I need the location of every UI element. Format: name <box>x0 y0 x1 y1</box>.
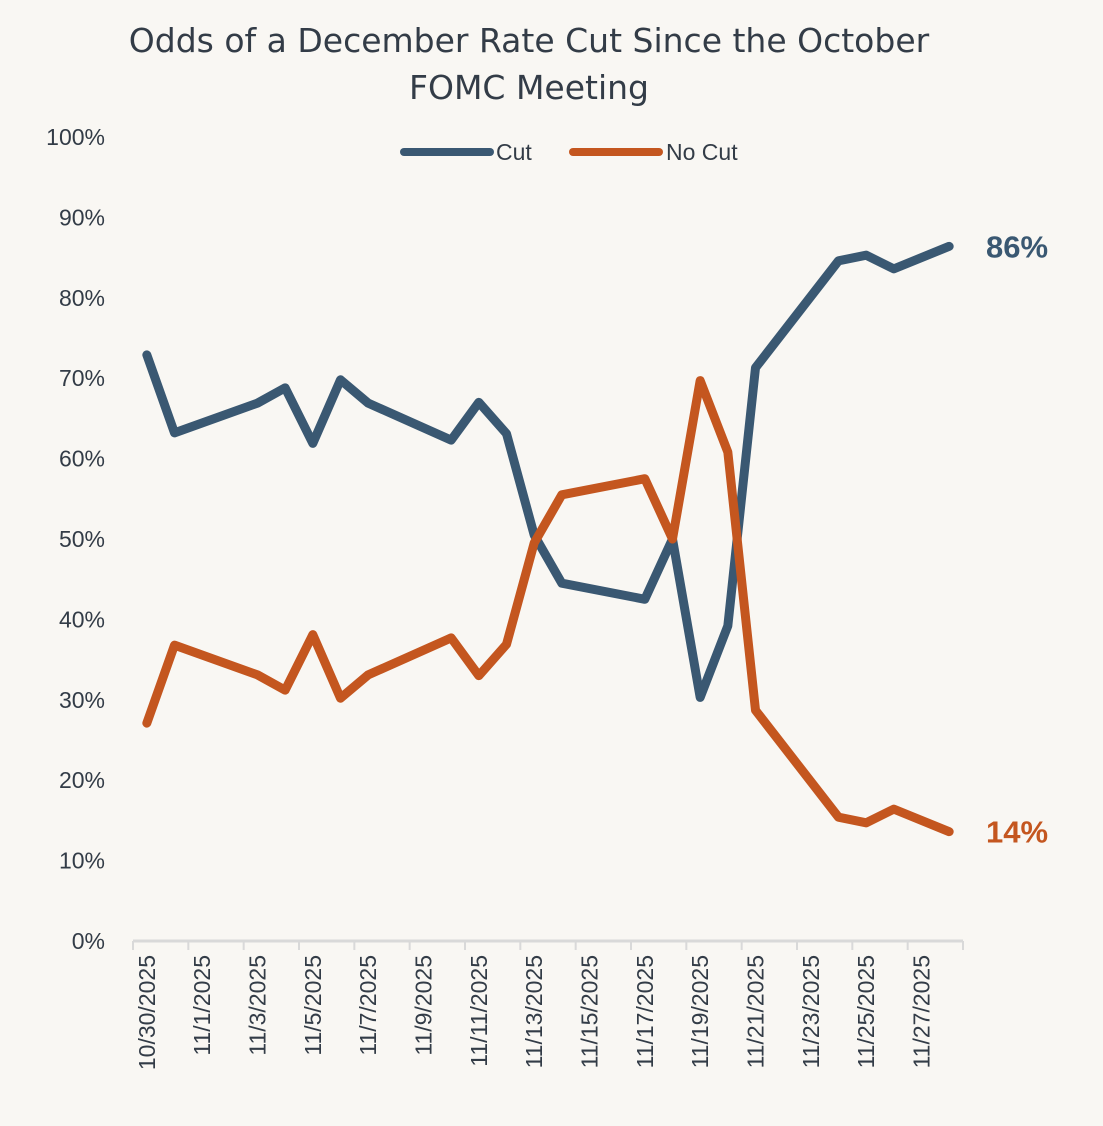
x-axis: 10/30/2025 11/1/2025 11/3/2025 11/5/2025 11/… <box>132 939 964 1070</box>
end-label-no-cut: 14% <box>986 815 1048 850</box>
x-tick-label: 11/11/2025 <box>466 955 492 1067</box>
y-tick-label: 100% <box>46 124 105 150</box>
x-tick-label: 11/15/2025 <box>577 955 603 1068</box>
legend-label-cut: Cut <box>496 139 532 165</box>
x-tick-label: 11/5/2025 <box>300 955 326 1056</box>
series-line-no-cut <box>142 376 954 837</box>
x-tick-label: 11/9/2025 <box>411 955 437 1056</box>
x-tick-label: 11/27/2025 <box>909 955 935 1068</box>
series-line-cut <box>142 241 954 702</box>
y-tick-label: 90% <box>59 204 105 230</box>
legend: Cut No Cut <box>400 139 738 165</box>
x-tick-label: 11/13/2025 <box>521 955 547 1068</box>
plot-area <box>142 241 954 837</box>
x-tick-label: 11/19/2025 <box>687 955 713 1068</box>
x-tick-label: 11/17/2025 <box>632 955 658 1068</box>
y-tick-label: 10% <box>59 848 105 874</box>
y-tick-label: 80% <box>59 285 105 311</box>
y-tick-label: 60% <box>59 446 105 472</box>
x-tick-label: 11/7/2025 <box>355 955 381 1056</box>
chart-title-line-1: Odds of a December Rate Cut Since the Oc… <box>129 21 930 60</box>
chart-title-line-2: FOMC Meeting <box>409 68 649 107</box>
y-tick-label: 40% <box>59 606 105 632</box>
x-tick-label: 11/3/2025 <box>245 955 271 1056</box>
x-tick-label: 11/21/2025 <box>743 955 769 1068</box>
x-tick-label: 10/30/2025 <box>134 955 160 1070</box>
x-tick-label: 11/1/2025 <box>189 955 215 1056</box>
legend-label-no-cut: No Cut <box>666 139 738 165</box>
y-tick-label: 0% <box>72 928 105 954</box>
end-label-cut: 86% <box>986 229 1048 264</box>
y-tick-label: 50% <box>59 526 105 552</box>
y-tick-label: 20% <box>59 767 105 793</box>
y-tick-label: 30% <box>59 687 105 713</box>
x-tick-label: 11/23/2025 <box>798 955 824 1068</box>
x-tick-label: 11/25/2025 <box>853 955 879 1068</box>
y-tick-label: 70% <box>59 365 105 391</box>
y-axis: 0% 10% 20% 30% 40% 50% 60% 70% 80% 90% 100% <box>46 124 105 954</box>
